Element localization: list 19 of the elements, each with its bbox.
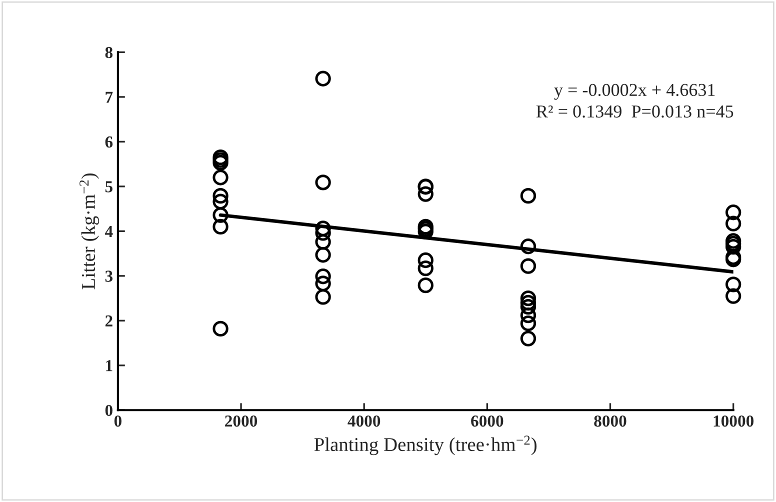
annotation: y = -0.0002x + 4.6631 — [554, 84, 715, 100]
y-tick-label: 1 — [106, 360, 112, 372]
y-tick-label: 4 — [104, 226, 113, 237]
x-tick-label: 0 — [114, 415, 122, 427]
y-tick-label: 5 — [105, 181, 112, 192]
y-tick-label: 3 — [105, 270, 113, 282]
y-tick-label: 2 — [105, 315, 112, 326]
y-tick-label: 7 — [106, 92, 113, 103]
x-tick-label: 6000 — [471, 415, 504, 427]
y-tick-label: 6 — [105, 136, 113, 148]
x-tick-label: 2000 — [225, 415, 258, 427]
x-tick-label: 8000 — [594, 415, 626, 427]
x-tick-label: 10000 — [714, 415, 754, 427]
y-tick-label: 0 — [105, 404, 112, 416]
y-tick-label: 8 — [105, 46, 113, 58]
y-axis-title: Litter (kg·m$^{−2}$) — [80, 174, 100, 290]
annotation: R² = 0.1349 P=0.013 n=45 — [536, 105, 734, 118]
x-axis-title: Planting Density (tree·hm$^{−2}$) — [314, 436, 536, 456]
x-tick-label: 4000 — [348, 415, 380, 427]
